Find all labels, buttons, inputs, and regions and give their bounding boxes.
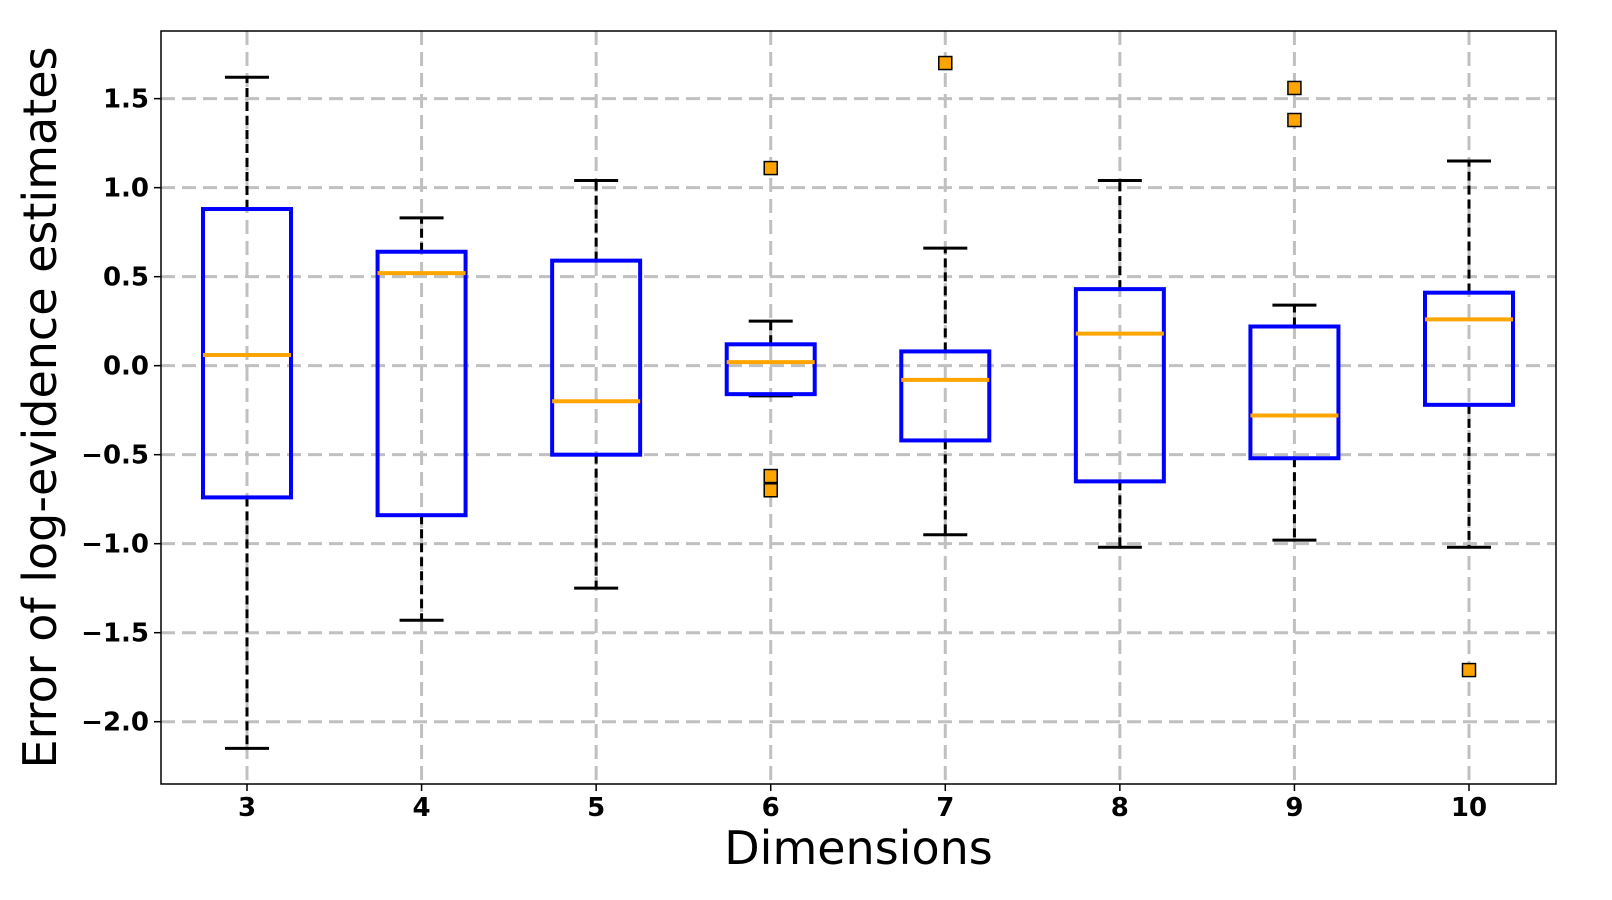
outlier-marker — [1287, 80, 1302, 96]
box-iqr — [1073, 287, 1166, 484]
y-axis-ticks: −2.0 −1.5 −1.0 −0.5 0.0 0.5 1.0 1.5 — [81, 85, 161, 738]
y-tick-label: 0.0 — [103, 352, 149, 382]
x-tick-label: 6 — [762, 793, 780, 823]
outlier-marker — [938, 55, 953, 71]
y-tick-label: −0.5 — [81, 441, 149, 471]
box-iqr — [899, 349, 992, 443]
box-group — [899, 55, 992, 537]
y-tick-label: 1.5 — [103, 85, 149, 115]
box-series — [201, 55, 1515, 750]
y-axis-title: Error of log-evidence estimates — [13, 47, 67, 769]
y-tick-label: −2.0 — [81, 708, 149, 738]
box-group — [550, 179, 643, 590]
box-group — [1248, 80, 1341, 542]
box-group — [1423, 159, 1515, 678]
box-iqr — [1423, 290, 1515, 407]
outlier-marker — [1287, 112, 1302, 128]
outlier-marker — [763, 160, 778, 176]
plot-frame — [160, 30, 1557, 785]
y-tick-label: 1.0 — [103, 174, 149, 204]
x-tick-label: 7 — [936, 793, 954, 823]
box-group — [1073, 179, 1166, 549]
box-iqr — [550, 258, 643, 457]
box-iqr — [724, 342, 817, 397]
box-iqr — [1248, 324, 1341, 461]
y-tick-label: 0.5 — [103, 263, 149, 293]
x-tick-label: 8 — [1111, 793, 1129, 823]
x-tick-label: 10 — [1451, 793, 1487, 823]
box-group — [201, 75, 293, 750]
box-group — [724, 160, 817, 498]
x-tick-label: 5 — [587, 793, 605, 823]
x-axis-ticks: 3 4 5 6 7 8 9 10 — [238, 784, 1487, 823]
x-tick-label: 4 — [413, 793, 431, 823]
outlier-marker — [1461, 662, 1477, 678]
outlier-marker — [763, 483, 778, 498]
x-axis-title: Dimensions — [724, 821, 992, 875]
y-tick-label: −1.5 — [81, 619, 149, 649]
y-tick-label: −1.0 — [81, 530, 149, 560]
grid-lines — [161, 31, 1556, 784]
x-tick-label: 3 — [238, 793, 256, 823]
x-tick-label: 9 — [1285, 793, 1303, 823]
box-group — [375, 216, 468, 622]
outlier-marker — [763, 468, 778, 484]
box-iqr — [375, 249, 468, 518]
